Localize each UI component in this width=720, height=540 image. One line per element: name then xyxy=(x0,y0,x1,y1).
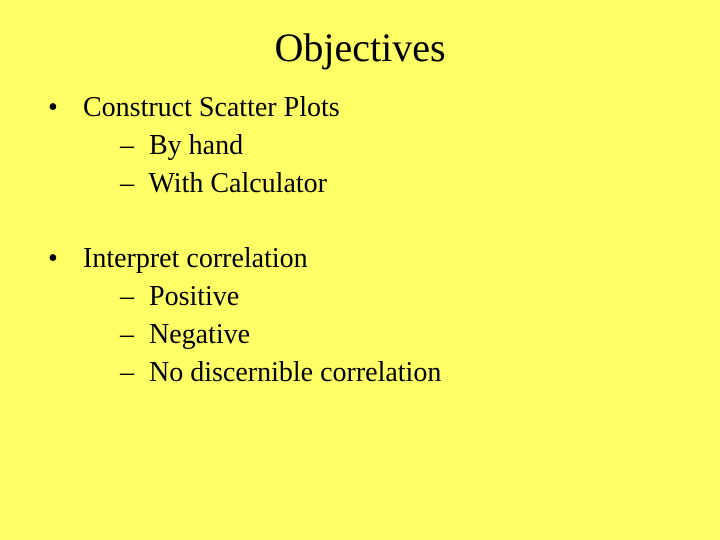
bullet-label: Construct Scatter Plots xyxy=(83,92,340,123)
bullet-level2: No discernible correlation xyxy=(120,354,672,392)
bullet-level2: With Calculator xyxy=(120,165,672,203)
spacer xyxy=(48,202,672,240)
bullet-level1: Interpret correlation xyxy=(48,240,672,278)
bullet-level2: Negative xyxy=(120,316,672,354)
bullet-label: By hand xyxy=(149,130,243,161)
bullet-label: Interpret correlation xyxy=(83,243,308,274)
bullet-level1: Construct Scatter Plots xyxy=(48,89,672,127)
bullet-label: With Calculator xyxy=(149,168,328,199)
bullet-label: Positive xyxy=(149,281,239,312)
bullet-label: No discernible correlation xyxy=(149,357,441,388)
slide-content: Construct Scatter Plots By hand With Cal… xyxy=(48,89,672,392)
bullet-level2: By hand xyxy=(120,127,672,165)
bullet-label: Negative xyxy=(149,319,250,350)
slide-title: Objectives xyxy=(48,24,672,71)
slide: Objectives Construct Scatter Plots By ha… xyxy=(0,0,720,540)
bullet-level2: Positive xyxy=(120,278,672,316)
